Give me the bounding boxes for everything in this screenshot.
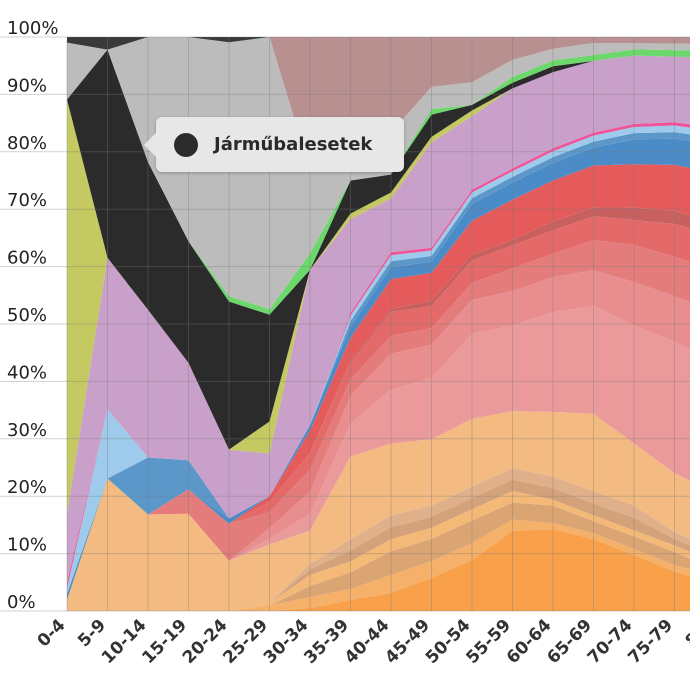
x-tick-label: 55-59 — [462, 615, 515, 668]
x-tick-label: 40-44 — [341, 615, 394, 668]
x-tick-label: 15-19 — [138, 615, 191, 668]
x-tick-label: 10-14 — [98, 615, 151, 668]
x-tick-label: 65-69 — [543, 615, 596, 668]
area-series-1[interactable] — [67, 529, 690, 611]
y-tick-label: 30% — [7, 420, 47, 441]
y-tick-label: 70% — [7, 190, 47, 211]
x-tick-label: 80- — [682, 615, 690, 651]
series-tooltip: Járműbalesetek — [144, 117, 404, 172]
y-tick-label: 100% — [7, 18, 58, 39]
y-tick-label: 50% — [7, 305, 47, 326]
area-series-9[interactable] — [67, 270, 690, 600]
y-tick-label: 0% — [7, 592, 36, 613]
tooltip-label: Járműbalesetek — [214, 134, 373, 155]
x-tick-label: 35-39 — [300, 615, 353, 668]
y-tick-label: 20% — [7, 477, 47, 498]
area-series-7[interactable] — [67, 411, 690, 611]
area-series-20[interactable] — [67, 49, 690, 450]
x-tick-label: 50-54 — [422, 615, 475, 668]
tooltip-color-dot — [174, 132, 198, 157]
area-series-18[interactable] — [67, 55, 690, 583]
x-tick-label: 75-79 — [624, 615, 677, 668]
x-tick-label: 30-34 — [260, 615, 313, 668]
area-series-8[interactable] — [67, 306, 690, 600]
y-tick-label: 80% — [7, 133, 47, 154]
area-series-24[interactable] — [67, 37, 690, 50]
area-series-23[interactable] — [67, 37, 690, 171]
x-tick-label: 25-29 — [219, 615, 272, 668]
area-series-22[interactable] — [67, 37, 690, 310]
x-tick-label: 0-4 — [34, 615, 70, 651]
area-series-4[interactable] — [67, 491, 690, 611]
y-tick-label: 40% — [7, 362, 47, 383]
x-tick-label: 45-49 — [381, 615, 434, 668]
area-layers — [67, 37, 690, 611]
x-tick-label: 70-74 — [584, 615, 637, 668]
y-axis-ticks: 0% 10% 20% 30% 40% 50% 60% 70% 80% 90% 100% — [7, 18, 58, 613]
area-series-2[interactable] — [67, 519, 690, 611]
x-tick-label: 20-24 — [179, 615, 232, 668]
area-series-5[interactable] — [67, 479, 690, 611]
area-series-10[interactable] — [67, 240, 690, 600]
y-tick-label: 60% — [7, 248, 47, 269]
x-tick-label: 60-64 — [503, 615, 556, 668]
y-tick-label: 90% — [7, 75, 47, 96]
y-tick-label: 10% — [7, 535, 47, 556]
x-axis-ticks: 0-4 5-910-1415-1920-2425-2930-3435-3940-4… — [34, 615, 690, 668]
